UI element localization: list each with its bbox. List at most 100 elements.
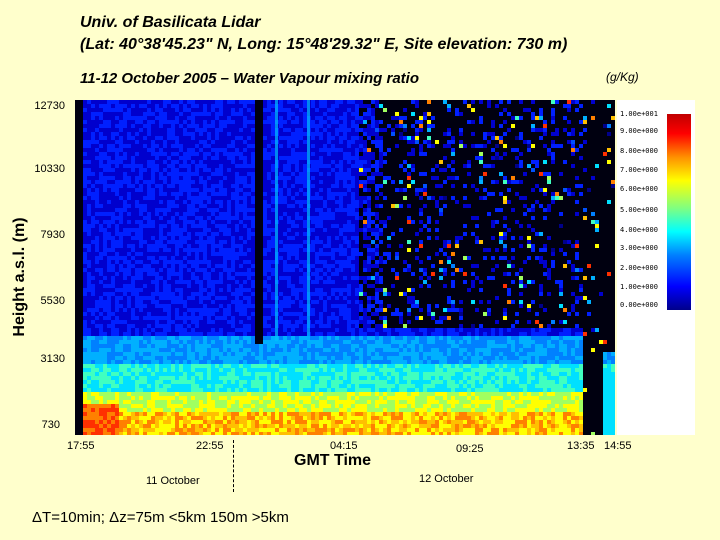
heatmap-cell (183, 340, 187, 344)
heatmap-cell (219, 424, 223, 428)
heatmap-cell (87, 180, 91, 184)
heatmap-cell (207, 348, 211, 352)
heatmap-cell (115, 200, 119, 204)
heatmap-cell (215, 384, 219, 388)
heatmap-cell (315, 272, 319, 276)
heatmap-cell (203, 116, 207, 120)
heatmap-cell (91, 344, 95, 348)
heatmap-cell (103, 236, 107, 240)
heatmap-cell (111, 416, 115, 420)
heatmap-cell (127, 144, 131, 148)
heatmap-cell (303, 104, 307, 108)
heatmap-cell (243, 412, 247, 416)
heatmap-cell (319, 336, 323, 340)
heatmap-cell (199, 224, 203, 228)
heatmap-cell (263, 428, 267, 432)
heatmap-cell (95, 356, 99, 360)
heatmap-cell (295, 140, 299, 144)
heatmap-cell (127, 292, 131, 296)
heatmap-cell (239, 416, 243, 420)
heatmap-cell (303, 340, 307, 344)
heatmap-cell (235, 260, 239, 264)
heatmap-cell (243, 348, 247, 352)
heatmap-cell (195, 264, 199, 268)
heatmap-cell (239, 128, 243, 132)
heatmap-cell (139, 224, 143, 228)
heatmap-cell (167, 396, 171, 400)
heatmap-cell (299, 292, 303, 296)
heatmap-cell (191, 348, 195, 352)
heatmap-cell (299, 224, 303, 228)
heatmap-cell (295, 228, 299, 232)
heatmap-cell (171, 136, 175, 140)
heatmap-cell (231, 332, 235, 336)
heatmap-cell (227, 192, 231, 196)
heatmap-cell (239, 424, 243, 428)
heatmap-cell (143, 260, 147, 264)
heatmap-cell (147, 412, 151, 416)
heatmap-cell (251, 256, 255, 260)
heatmap-cell (83, 204, 87, 208)
heatmap-cell (323, 116, 327, 120)
heatmap-cell (283, 108, 287, 112)
heatmap-cell (295, 248, 299, 252)
heatmap-cell (323, 288, 327, 292)
heatmap-cell (295, 168, 299, 172)
heatmap-cell (183, 428, 187, 432)
heatmap-cell (287, 212, 291, 216)
heatmap-cell (163, 432, 167, 435)
heatmap-cell (167, 348, 171, 352)
heatmap-cell (291, 304, 295, 308)
heatmap-cell (207, 408, 211, 412)
heatmap-cell (279, 300, 283, 304)
heatmap-cell (323, 220, 327, 224)
heatmap-cell (103, 244, 107, 248)
heatmap-cell (155, 264, 159, 268)
heatmap-cell (83, 268, 87, 272)
heatmap-cell (123, 188, 127, 192)
heatmap-cell (311, 320, 315, 324)
heatmap-cell (111, 152, 115, 156)
heatmap-cell (103, 360, 107, 364)
heatmap-cell (171, 412, 175, 416)
heatmap-cell (231, 308, 235, 312)
heatmap-cell (103, 328, 107, 332)
heatmap-cell (203, 276, 207, 280)
heatmap-cell (263, 352, 267, 356)
heatmap-cell (163, 236, 167, 240)
heatmap-cell (319, 272, 323, 276)
heatmap-cell (171, 280, 175, 284)
heatmap-cell (287, 224, 291, 228)
heatmap-cell (95, 368, 99, 372)
heatmap-cell (303, 352, 307, 356)
heatmap-cell (195, 100, 199, 104)
heatmap-cell (199, 232, 203, 236)
heatmap-cell (207, 192, 211, 196)
heatmap-cell (167, 384, 171, 388)
heatmap-cell (115, 140, 119, 144)
heatmap-cell (319, 212, 323, 216)
heatmap-cell (199, 152, 203, 156)
heatmap-cell (119, 228, 123, 232)
heatmap-cell (143, 224, 147, 228)
heatmap-cell (223, 184, 227, 188)
heatmap-cell (247, 300, 251, 304)
heatmap-cell (171, 220, 175, 224)
heatmap-cell (243, 372, 247, 376)
heatmap-cell (243, 420, 247, 424)
heatmap-cell (191, 132, 195, 136)
heatmap-cell (175, 108, 179, 112)
heatmap-cell (303, 244, 307, 248)
heatmap-cell (123, 268, 127, 272)
heatmap-cell (235, 376, 239, 380)
heatmap-cell (91, 296, 95, 300)
heatmap-cell (151, 408, 155, 412)
heatmap-cell (215, 344, 219, 348)
heatmap-cell (107, 316, 111, 320)
heatmap-cell (235, 284, 239, 288)
heatmap-cell (115, 136, 119, 140)
heatmap-cell (111, 220, 115, 224)
heatmap-cell (283, 212, 287, 216)
heatmap-cell (279, 376, 283, 380)
heatmap-cell (263, 380, 267, 384)
